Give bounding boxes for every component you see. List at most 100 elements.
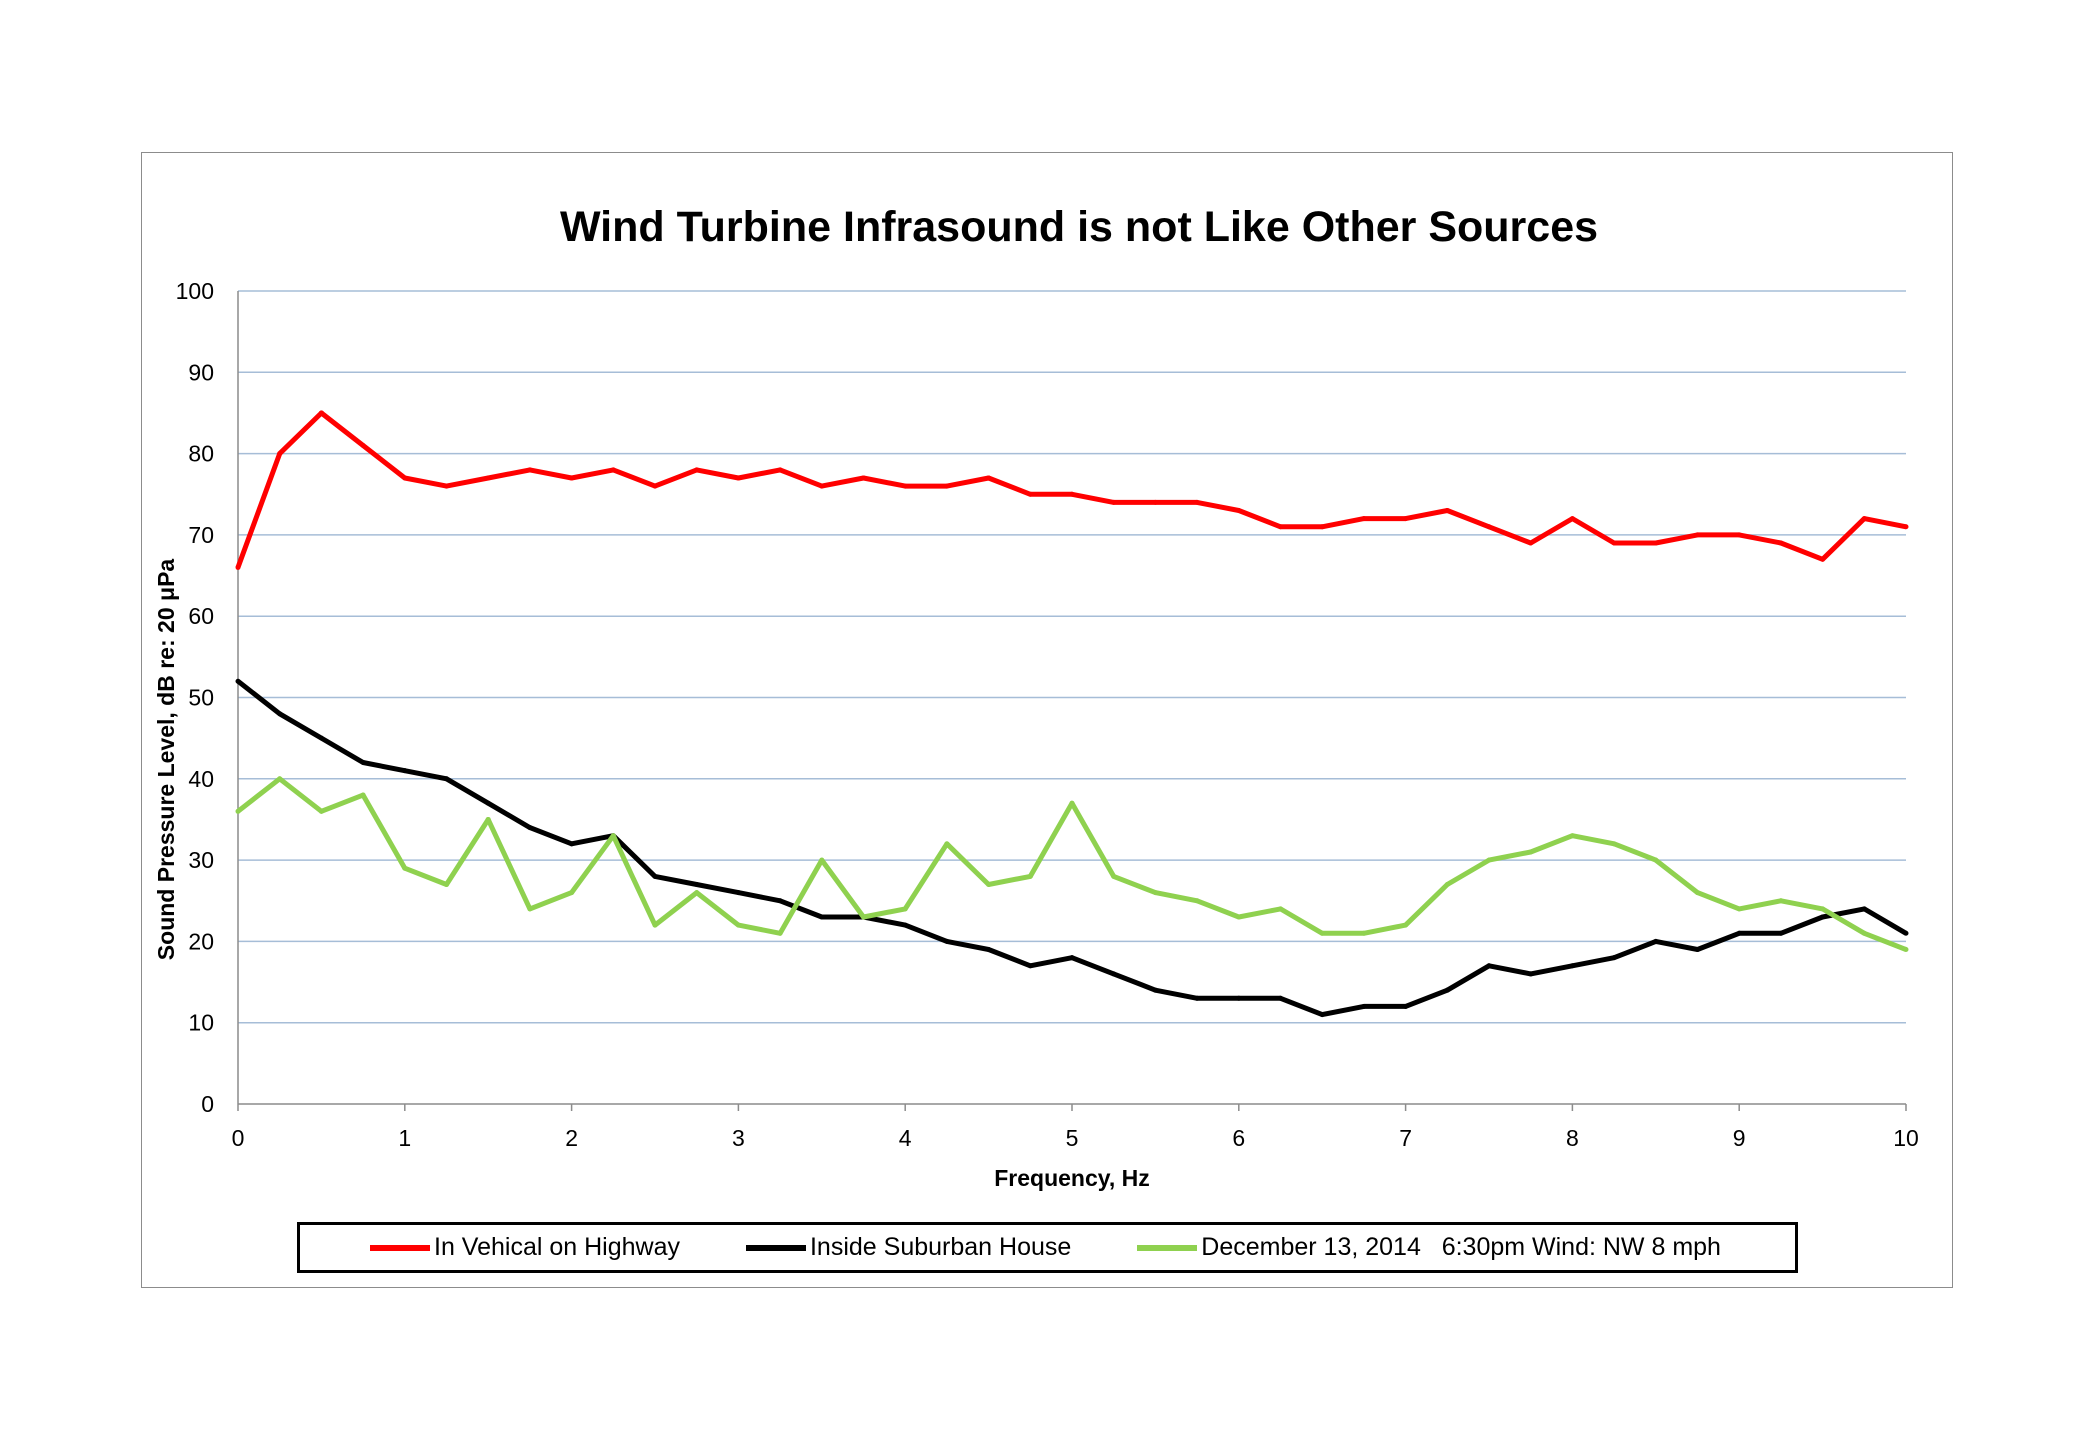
- data-point: [1111, 873, 1117, 879]
- data-point: [1903, 930, 1909, 936]
- data-point: [777, 898, 783, 904]
- y-tick-label: 20: [188, 928, 214, 954]
- data-point: [1486, 524, 1492, 530]
- axes: [237, 291, 1907, 1111]
- legend-item-turbine: December 13, 2014 6:30pm Wind: NW 8 mph: [1137, 1233, 1721, 1262]
- data-point: [1528, 540, 1534, 546]
- series-lines: [235, 410, 1909, 1018]
- data-point: [1152, 987, 1158, 993]
- data-point: [652, 873, 658, 879]
- data-point: [610, 833, 616, 839]
- data-point: [318, 410, 324, 416]
- x-tick-label: 9: [1733, 1125, 1746, 1151]
- chart-title: Wind Turbine Infrasound is not Like Othe…: [559, 203, 1599, 251]
- data-point: [1903, 947, 1909, 953]
- data-point: [1069, 491, 1075, 497]
- data-point: [444, 483, 449, 489]
- data-point: [1111, 971, 1117, 977]
- x-tick-label: 7: [1399, 1125, 1412, 1151]
- x-tick-label: 0: [232, 1125, 245, 1151]
- data-point: [986, 947, 992, 953]
- data-point: [944, 483, 950, 489]
- data-point: [1653, 938, 1659, 944]
- x-axis-tick-labels: 0 1 2 3 4 5 6 7 8 9 10: [232, 1125, 1919, 1151]
- data-point: [902, 922, 908, 928]
- data-point: [360, 792, 366, 798]
- data-point: [735, 890, 741, 896]
- data-point: [819, 857, 825, 863]
- data-point: [610, 467, 616, 473]
- data-point: [1653, 857, 1659, 863]
- data-point: [1236, 914, 1242, 920]
- data-point: [735, 922, 741, 928]
- data-point: [902, 906, 908, 912]
- x-tick-label: 1: [398, 1125, 411, 1151]
- data-point: [1736, 930, 1742, 936]
- data-point: [652, 483, 658, 489]
- data-point: [1319, 1012, 1325, 1018]
- data-point: [1361, 930, 1367, 936]
- data-point: [1236, 508, 1242, 514]
- data-point: [235, 564, 241, 570]
- data-point: [694, 881, 700, 887]
- legend-label-house: Inside Suburban House: [809, 1233, 1072, 1261]
- data-point: [1611, 955, 1617, 961]
- y-tick-label: 90: [188, 359, 214, 385]
- gridlines: [238, 290, 1906, 1024]
- legend-swatch-green: [1137, 1244, 1198, 1251]
- data-point: [569, 841, 575, 847]
- y-tick-label: 10: [188, 1010, 214, 1036]
- legend-swatch-red: [370, 1244, 430, 1251]
- data-point: [1861, 930, 1867, 936]
- data-point: [1528, 971, 1534, 977]
- data-point: [1361, 1003, 1367, 1009]
- data-point: [819, 483, 825, 489]
- data-point: [777, 467, 783, 473]
- x-tick-label: 2: [565, 1125, 578, 1151]
- data-point: [1444, 508, 1450, 514]
- legend: In Vehical on Highway Inside Suburban Ho…: [297, 1222, 1798, 1273]
- y-tick-label: 0: [201, 1091, 214, 1117]
- data-point: [1820, 914, 1826, 920]
- data-point: [1444, 881, 1450, 887]
- x-tick-label: 3: [732, 1125, 745, 1151]
- series-line-2: [236, 679, 1908, 1018]
- data-point: [527, 906, 533, 912]
- x-tick-label: 6: [1232, 1125, 1245, 1151]
- data-point: [1194, 499, 1200, 505]
- data-point: [402, 865, 408, 871]
- data-point: [569, 475, 575, 481]
- data-point: [277, 711, 283, 717]
- data-point: [1361, 516, 1367, 522]
- data-point: [318, 735, 324, 741]
- legend-label-vehicle: In Vehical on Highway: [434, 1233, 680, 1261]
- chart-area: [141, 152, 1953, 1288]
- y-axis-title: Sound Pressure Level, dB re: 20 μPa: [153, 559, 179, 961]
- data-point: [1278, 524, 1283, 530]
- data-point: [819, 914, 825, 920]
- data-point: [1319, 524, 1325, 530]
- y-tick-label: 100: [176, 278, 214, 304]
- data-point: [402, 475, 408, 481]
- data-point: [402, 768, 408, 774]
- data-point: [1194, 995, 1200, 1001]
- data-point: [360, 442, 366, 448]
- data-point: [318, 808, 324, 814]
- data-point: [360, 760, 366, 766]
- data-point: [1236, 995, 1242, 1001]
- data-point: [902, 483, 908, 489]
- data-point: [1611, 540, 1617, 546]
- data-point: [1027, 491, 1033, 497]
- data-point: [694, 467, 700, 473]
- data-point: [777, 930, 783, 936]
- y-tick-label: 40: [188, 766, 214, 792]
- data-point: [1695, 890, 1700, 896]
- data-point: [694, 890, 700, 896]
- data-point: [444, 881, 449, 887]
- data-point: [1695, 947, 1700, 953]
- data-point: [1736, 532, 1742, 538]
- y-axis-tick-labels: 0 10 20 30 40 50 60 70 80 90 100: [176, 278, 214, 1117]
- data-point: [1278, 995, 1283, 1001]
- data-point: [235, 808, 241, 814]
- data-point: [1152, 890, 1158, 896]
